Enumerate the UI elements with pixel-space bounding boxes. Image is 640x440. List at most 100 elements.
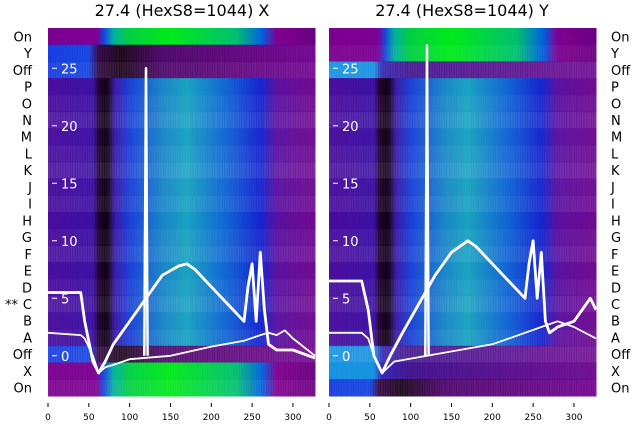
heatmap-cell [273, 345, 277, 364]
heatmap-cell [243, 161, 247, 180]
heatmap-cell [490, 61, 494, 79]
heatmap-cell [72, 178, 76, 196]
heatmap-cell [564, 245, 568, 263]
heatmap-cell [458, 362, 462, 380]
heatmap-cell [150, 94, 154, 113]
heatmap-cell [128, 128, 132, 146]
heatmap-cell [190, 195, 194, 213]
heatmap-cell [133, 161, 137, 180]
heatmap-cell [434, 145, 438, 163]
heatmap-cell [554, 94, 558, 113]
heatmap-cell [138, 78, 142, 96]
heatmap-cell [453, 329, 457, 347]
heatmap-cell [527, 61, 531, 79]
heatmap-cell [297, 44, 301, 62]
heatmap-cell [456, 362, 460, 380]
heatmap-cell [175, 329, 179, 347]
heatmap-cell [253, 78, 257, 96]
heatmap-cell [338, 362, 342, 380]
heatmap-cell [451, 128, 455, 146]
heatmap-cell [219, 312, 223, 330]
heatmap-cell [331, 278, 335, 297]
heatmap-cell [82, 161, 86, 180]
heatmap-cell [57, 212, 61, 230]
heatmap-cell [70, 94, 73, 113]
heatmap-cell [402, 128, 406, 146]
heatmap-cell [480, 61, 484, 79]
heatmap-cell [104, 178, 108, 196]
heatmap-cell [231, 345, 235, 364]
heatmap-cell [292, 379, 296, 397]
heatmap-cell [434, 178, 438, 196]
heatmap-cell [283, 28, 287, 46]
heatmap-cell [145, 379, 149, 397]
heatmap-cell [121, 145, 125, 163]
heatmap-cell [434, 28, 438, 46]
heatmap-cell [502, 161, 506, 180]
heatmap-cell [400, 28, 403, 46]
heatmap-cell [520, 228, 524, 246]
heatmap-cell [343, 329, 347, 347]
heatmap-cell [141, 278, 145, 297]
heatmap-cell [62, 295, 66, 313]
heatmap-cell [431, 379, 435, 397]
heatmap-cell [363, 212, 367, 230]
heatmap-cell [288, 161, 292, 180]
heatmap-cell [268, 44, 272, 62]
heatmap-cell [111, 78, 115, 96]
heatmap-cell [52, 379, 56, 397]
heatmap-cell [569, 312, 573, 330]
heatmap-cell [475, 379, 479, 397]
heatmap-cell [217, 44, 220, 62]
heatmap-cell [214, 345, 218, 364]
heatmap-cell [126, 78, 130, 96]
heatmap-cell [395, 262, 399, 280]
heatmap-cell [145, 78, 149, 96]
heatmap-cell [343, 295, 347, 313]
heatmap-cell [331, 262, 335, 280]
heatmap-cell [300, 312, 304, 330]
heatmap-cell [197, 195, 201, 213]
heatmap-cell [490, 295, 494, 313]
heatmap-cell [549, 329, 553, 347]
heatmap-cell [67, 44, 71, 62]
heatmap-cell [370, 111, 374, 129]
heatmap-cell [251, 61, 255, 79]
heatmap-cell [253, 245, 257, 263]
heatmap-cell [397, 345, 401, 364]
heatmap-cell [444, 345, 448, 364]
heatmap-cell [172, 44, 176, 62]
heatmap-cell [55, 278, 59, 297]
heatmap-cell [57, 329, 61, 347]
heatmap-cell [87, 345, 91, 364]
heatmap-cell [114, 295, 118, 313]
heatmap-cell [297, 312, 301, 330]
heatmap-cell [417, 145, 421, 163]
heatmap-cell [266, 111, 269, 129]
heatmap-cell [70, 78, 73, 96]
heatmap-cell [263, 61, 267, 79]
heatmap-cell [539, 178, 543, 196]
heatmap-cell [239, 278, 243, 297]
heatmap-cell [224, 295, 228, 313]
heatmap-cell [236, 362, 240, 380]
heatmap-cell [224, 345, 228, 364]
heatmap-row-on [48, 28, 316, 46]
heatmap-cell [89, 228, 93, 246]
heatmap-cell [377, 245, 381, 263]
heatmap-cell [62, 329, 66, 347]
heatmap-cell [212, 345, 216, 364]
heatmap-cell [412, 145, 416, 163]
heatmap-cell [569, 262, 573, 280]
heatmap-cell [453, 212, 457, 230]
heatmap-cell [561, 312, 565, 330]
heatmap-cell [77, 345, 81, 364]
heatmap-cell [453, 161, 457, 180]
heatmap-cell [522, 78, 526, 96]
heatmap-cell [569, 78, 573, 96]
heatmap-cell [512, 161, 516, 180]
heatmap-cell [355, 295, 359, 313]
heatmap-cell [392, 178, 396, 196]
heatmap-cell [556, 44, 560, 62]
heatmap-cell [99, 329, 103, 347]
